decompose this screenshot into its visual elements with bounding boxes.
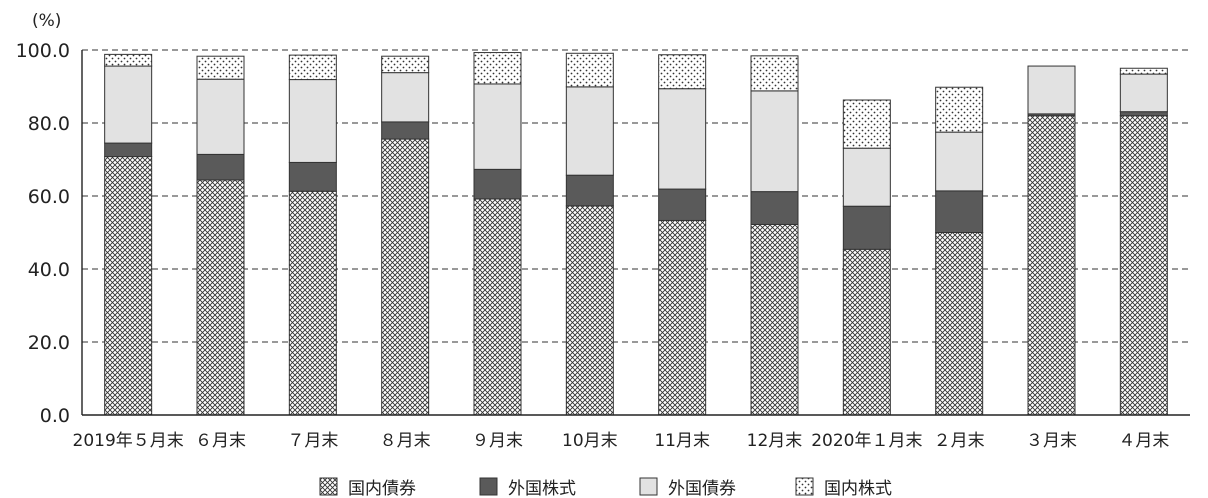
legend: 国内債券 外国株式 外国債券 国内株式 — [319, 477, 892, 498]
bar-segment — [473, 168, 522, 200]
y-tick-label: 20.0 — [28, 332, 70, 354]
bar-segment — [288, 54, 337, 81]
bar-segment — [750, 55, 799, 92]
bar-segment — [750, 223, 799, 416]
legend-swatch — [479, 477, 498, 496]
bar-segment — [842, 99, 891, 149]
y-axis-ticks: 0.0 20.0 40.0 60.0 80.0 100.0 — [16, 40, 70, 427]
x-tick-label: ８月末 — [380, 431, 431, 451]
bar-segment — [196, 78, 245, 155]
bar-segment — [196, 55, 245, 80]
x-tick-label: ２月末 — [934, 431, 985, 451]
y-tick-label: 40.0 — [28, 259, 70, 281]
gridlines — [82, 49, 1190, 343]
x-tick-label: 2020年１月末 — [811, 431, 922, 451]
x-tick-label: 11月末 — [654, 431, 710, 451]
bar-segment — [1119, 111, 1168, 117]
bar-segment — [565, 86, 614, 176]
bar-segment — [381, 138, 430, 416]
bar-segment — [565, 174, 614, 207]
x-tick-label: 2019年５月末 — [73, 431, 184, 451]
bar-segment — [473, 83, 522, 170]
bar-segment — [658, 88, 707, 190]
bar-segment — [1119, 67, 1168, 75]
bar-segment — [381, 55, 430, 74]
bar-segment — [935, 190, 984, 233]
legend-label: 国内株式 — [824, 479, 892, 498]
bar-segment — [104, 65, 153, 144]
x-tick-label: 10月末 — [562, 431, 618, 451]
bar-segment — [842, 248, 891, 416]
x-tick-label: 12月末 — [747, 431, 803, 451]
bar-segment — [1027, 65, 1076, 115]
bar-segment — [658, 54, 707, 90]
bar-segment — [658, 188, 707, 221]
bar-segment — [196, 153, 245, 181]
bar-segment — [842, 205, 891, 250]
legend-swatch — [319, 477, 338, 496]
bar-segment — [473, 52, 522, 85]
bar-segment — [104, 142, 153, 158]
bar-segment — [196, 179, 245, 416]
bar-segment — [750, 191, 799, 225]
y-tick-label: 0.0 — [40, 405, 70, 427]
bar-segment — [842, 147, 891, 207]
bar-segment — [104, 156, 153, 416]
legend-swatch — [639, 477, 658, 496]
y-tick-label: 100.0 — [16, 40, 70, 62]
bar-segment — [565, 205, 614, 416]
x-tick-label: ７月末 — [287, 431, 338, 451]
legend-label: 外国株式 — [508, 479, 576, 498]
bar-segment — [935, 86, 984, 133]
bars — [104, 52, 1168, 416]
bar-segment — [1119, 115, 1168, 416]
bar-segment — [473, 198, 522, 416]
bar-segment — [750, 90, 799, 193]
bar-segment — [658, 219, 707, 416]
bar-segment — [935, 131, 984, 192]
x-tick-label: ４月末 — [1118, 431, 1169, 451]
legend-label: 外国債券 — [668, 479, 736, 498]
x-tick-label: ６月末 — [195, 431, 246, 451]
bar-segment — [1027, 115, 1076, 416]
y-tick-label: 80.0 — [28, 113, 70, 135]
legend-swatch — [795, 477, 814, 496]
bar-segment — [381, 121, 430, 140]
bar-segment — [104, 53, 153, 67]
bar-segment — [381, 72, 430, 123]
y-unit-label: (%) — [32, 11, 61, 31]
bar-segment — [1119, 73, 1168, 113]
x-axis-labels: 2019年５月末 ６月末 ７月末 ８月末 ９月末 10月末 11月末 12月末 2020年１月末… — [73, 431, 1170, 451]
bar-segment — [288, 190, 337, 416]
legend-label: 国内債券 — [348, 479, 416, 498]
bar-segment — [565, 52, 614, 88]
x-tick-label: ３月末 — [1026, 431, 1077, 451]
bar-segment — [935, 232, 984, 416]
y-tick-label: 60.0 — [28, 186, 70, 208]
bar-segment — [288, 79, 337, 163]
bar-segment — [288, 161, 337, 192]
axes — [81, 50, 1190, 416]
x-tick-label: ９月末 — [472, 431, 523, 451]
